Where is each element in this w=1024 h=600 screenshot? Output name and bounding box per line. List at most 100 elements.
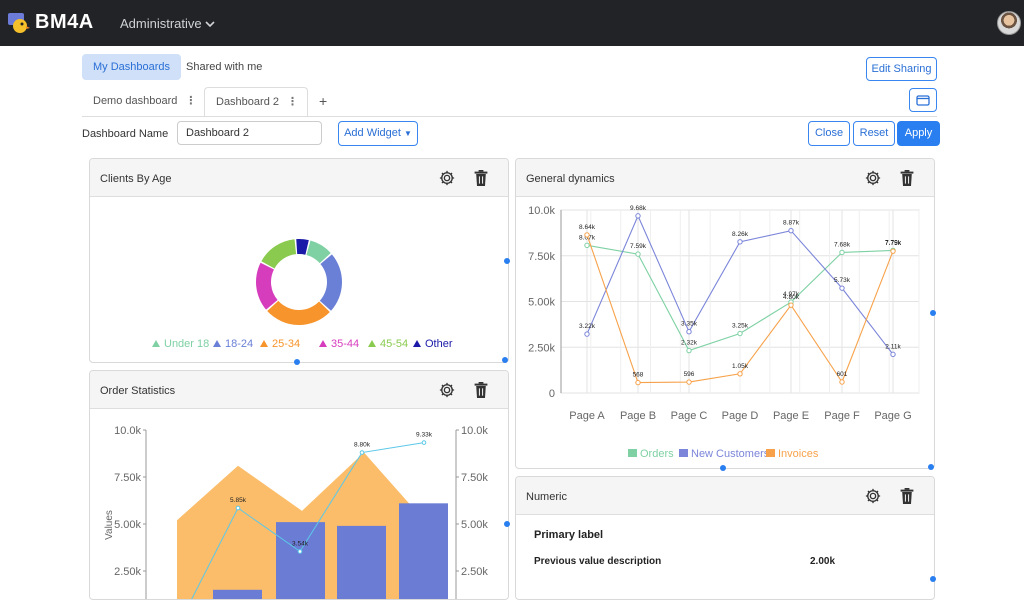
bar[interactable] — [276, 522, 325, 600]
resize-handle[interactable] — [930, 576, 936, 582]
bar[interactable] — [213, 589, 262, 600]
more-vertical-icon[interactable]: ⋮ — [185, 95, 197, 107]
close-button[interactable]: Close — [808, 121, 850, 146]
data-point[interactable] — [890, 248, 896, 254]
legend-label[interactable]: Invoices — [778, 448, 819, 460]
data-point[interactable] — [635, 251, 641, 257]
tab-demo-dashboard[interactable]: Demo dashboard ⋮ — [82, 87, 197, 117]
data-point[interactable] — [686, 328, 692, 335]
data-point[interactable] — [584, 331, 590, 337]
data-point[interactable] — [297, 549, 303, 554]
y-tick-label: 5.00k — [461, 519, 488, 531]
data-point[interactable] — [635, 213, 641, 219]
data-label: 3.22k — [579, 323, 596, 330]
y-tick-label: 2.50k — [528, 342, 555, 354]
data-point[interactable] — [737, 239, 743, 245]
composed-chart: 2.50k 2.50k 5.00k 5.00k 7.50k 7.50k 10.0k 10.0k… — [104, 425, 488, 600]
data-point[interactable] — [839, 379, 845, 385]
numeric-widget[interactable]: Numeric Primary label Previous value des… — [515, 476, 935, 600]
order-statistics-widget[interactable]: Order Statistics 2.50k 2.50k 5.00k 5.00k 7.5… — [89, 370, 509, 600]
x-tick-label: Page F — [824, 410, 860, 422]
avatar[interactable] — [997, 11, 1021, 35]
data-point[interactable] — [788, 227, 794, 234]
legend-label[interactable]: 18-24 — [225, 338, 253, 350]
resize-handle[interactable] — [928, 464, 934, 470]
resize-handle[interactable] — [502, 357, 508, 363]
data-point[interactable] — [686, 347, 692, 354]
data-point[interactable] — [235, 505, 241, 511]
data-point[interactable] — [737, 371, 743, 377]
trash-icon[interactable] — [899, 487, 915, 505]
pie-slice[interactable] — [319, 254, 342, 311]
data-point[interactable] — [635, 379, 641, 386]
resize-handle[interactable] — [720, 465, 726, 471]
app-name[interactable]: BM4A — [35, 11, 94, 33]
trash-icon[interactable] — [473, 169, 489, 187]
data-point[interactable] — [839, 285, 845, 291]
data-label: 7.59k — [630, 243, 647, 250]
legend-label[interactable]: Other — [425, 338, 453, 350]
bar[interactable] — [399, 503, 448, 600]
resize-handle[interactable] — [294, 359, 300, 365]
y-axis-label: Values — [104, 510, 115, 540]
bar[interactable] — [337, 525, 386, 600]
tab-dashboard-2[interactable]: Dashboard 2 ⋮ — [204, 87, 308, 117]
pie-slice[interactable] — [255, 262, 278, 310]
apply-button[interactable]: Apply — [897, 121, 940, 146]
pie-slice[interactable] — [296, 239, 309, 255]
data-point[interactable] — [584, 242, 590, 249]
data-point[interactable] — [686, 379, 692, 385]
fullscreen-button[interactable] — [909, 88, 937, 112]
legend-label[interactable]: Orders — [640, 448, 674, 460]
add-widget-button[interactable]: Add Widget ▼ — [338, 121, 418, 146]
pie-slice[interactable] — [261, 239, 297, 269]
caret-down-icon: ▼ — [404, 129, 412, 138]
widget-title: Numeric — [526, 491, 567, 503]
legend-marker — [628, 449, 637, 457]
legend-label[interactable]: New Customers — [691, 448, 770, 460]
data-point[interactable] — [421, 440, 427, 445]
data-point[interactable] — [890, 351, 896, 358]
data-point[interactable] — [359, 450, 365, 455]
data-point[interactable] — [737, 330, 743, 337]
tab-shared-with-me[interactable]: Shared with me — [186, 61, 263, 73]
legend-marker — [260, 340, 268, 347]
data-point[interactable] — [584, 232, 590, 238]
add-tab-icon[interactable]: + — [319, 93, 328, 109]
data-label: 4.80k — [783, 294, 800, 301]
tab-label: Dashboard 2 — [216, 96, 279, 108]
resize-handle[interactable] — [504, 258, 510, 264]
gear-icon[interactable] — [864, 487, 882, 505]
resize-handle[interactable] — [930, 310, 936, 316]
legend-label[interactable]: Under 18 — [164, 338, 209, 350]
data-label: 596 — [684, 371, 695, 378]
x-tick-label: Page D — [722, 410, 759, 422]
legend-label[interactable]: 45-54 — [380, 338, 408, 350]
workspace-dropdown[interactable]: Administrative — [120, 16, 215, 31]
data-point[interactable] — [839, 249, 845, 256]
data-label: 3.54k — [292, 540, 309, 547]
tab-my-dashboards[interactable]: My Dashboards — [82, 54, 182, 80]
resize-handle[interactable] — [504, 521, 510, 527]
trash-icon[interactable] — [473, 381, 489, 399]
clients-by-age-widget[interactable]: Clients By Age Under 18 18-24 25-34 35-44 45… — [89, 158, 509, 363]
pie-slice[interactable] — [306, 240, 331, 264]
gear-icon[interactable] — [438, 169, 456, 187]
legend-label[interactable]: 35-44 — [331, 338, 359, 350]
reset-button[interactable]: Reset — [853, 121, 895, 146]
data-label: 8.26k — [732, 231, 749, 238]
y-tick-label: 2.50k — [114, 566, 141, 578]
trash-icon[interactable] — [899, 169, 915, 187]
legend-label[interactable]: 25-34 — [272, 338, 300, 350]
gear-icon[interactable] — [864, 169, 882, 187]
more-vertical-icon[interactable]: ⋮ — [287, 96, 298, 108]
edit-sharing-button[interactable]: Edit Sharing — [866, 57, 937, 81]
gear-icon[interactable] — [438, 381, 456, 399]
general-dynamics-widget[interactable]: General dynamics 0 2.50k 5.00k 7.50k 10.0k Pa… — [515, 158, 935, 469]
pie-slice[interactable] — [267, 300, 330, 325]
data-label: 3.35k — [681, 321, 698, 328]
widget-title: Clients By Age — [100, 173, 172, 185]
data-point[interactable] — [788, 302, 794, 308]
tab-label: Demo dashboard — [93, 95, 178, 107]
dashboard-name-input[interactable]: Dashboard 2 — [177, 121, 322, 145]
